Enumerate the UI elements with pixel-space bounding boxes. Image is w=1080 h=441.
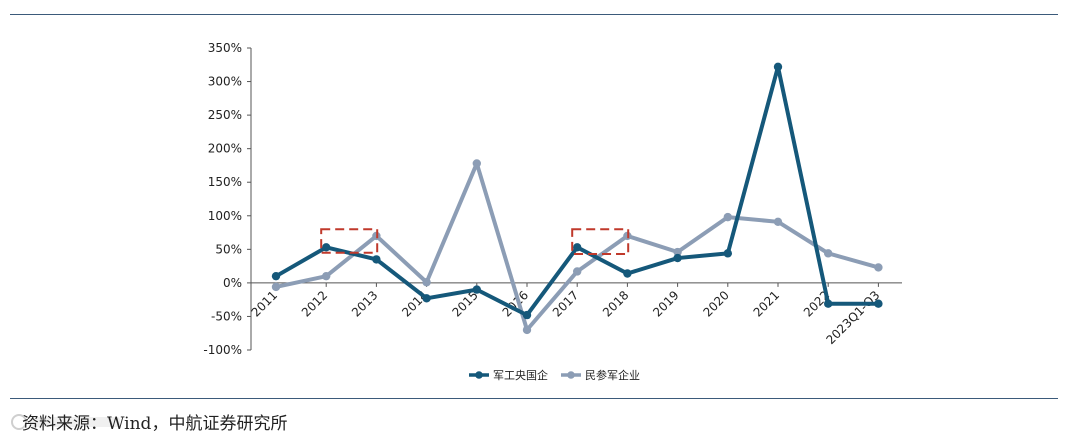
legend-item-1: 民参军企业 [561, 368, 640, 382]
source-note: 资料来源：Wind，中航证券研究所 [22, 414, 288, 434]
x-tick-label: 2012 [299, 288, 330, 319]
y-tick-label: -50% [211, 309, 242, 323]
legend: 军工央国企 民参军企业 [469, 368, 640, 382]
data-point [723, 249, 732, 258]
data-point [271, 282, 281, 292]
y-tick-label: 100% [208, 209, 242, 223]
series-line-0 [274, 64, 881, 318]
y-axis: 350% 300% 250% 200% 150% 100% 50% 0% -50% -100% [203, 41, 252, 357]
x-tick-label: 2011 [249, 288, 280, 319]
data-point [824, 299, 833, 308]
x-tick-label: 2013 [349, 288, 380, 319]
data-point [573, 243, 582, 252]
top-rule [10, 14, 1058, 15]
legend-swatch-marker [475, 371, 483, 379]
legend-swatch-marker [567, 371, 575, 379]
legend-item-0: 军工央国企 [469, 368, 548, 382]
data-point [472, 285, 481, 294]
x-tick-label: 2018 [600, 288, 631, 319]
y-tick-label: 50% [215, 242, 242, 256]
x-tick-label: 2017 [550, 288, 581, 319]
x-tick-label: 2019 [650, 288, 681, 319]
y-tick-label: 300% [208, 75, 242, 89]
y-tick-label: 350% [208, 41, 242, 55]
y-tick-label: 250% [208, 108, 242, 122]
data-point [723, 212, 732, 222]
watermark-logo-icon [11, 414, 120, 430]
data-point [623, 269, 632, 278]
data-point [824, 249, 833, 258]
y-tick-label: -100% [203, 343, 242, 357]
data-point [874, 263, 883, 272]
x-tick-label: 2020 [700, 288, 731, 319]
y-tick-label: 0% [223, 276, 242, 290]
x-tick-label: 2023Q1-Q3 [824, 288, 883, 347]
y-tick-label: 200% [208, 142, 242, 156]
highlight-box-0 [320, 228, 379, 254]
y-tick-label: 150% [208, 175, 242, 189]
data-point [372, 255, 381, 264]
data-point [271, 271, 281, 281]
data-point [472, 159, 481, 168]
data-point [673, 247, 682, 257]
data-point [322, 243, 331, 252]
highlight-box-1 [571, 228, 630, 256]
data-point [522, 310, 532, 320]
legend-label: 民参军企业 [585, 368, 640, 382]
x-tick-label: 2014 [399, 288, 430, 319]
data-point [573, 267, 582, 276]
bottom-rule [10, 398, 1058, 399]
highlight-boxes [320, 228, 630, 256]
data-point [322, 271, 331, 281]
series-area [271, 62, 883, 335]
data-point [773, 62, 783, 71]
series-0 [271, 62, 883, 320]
data-point [874, 299, 883, 308]
x-tick-label: 2021 [751, 288, 782, 319]
data-point [422, 278, 431, 287]
data-point [522, 325, 532, 335]
data-point [673, 253, 682, 263]
line-chart: 350% 300% 250% 200% 150% 100% 50% 0% -50% -100% 2… [203, 41, 902, 382]
data-point [422, 294, 431, 303]
x-axis: 2011 2012 2013 2014 2015 2016 2017 2018 2019 2020… [249, 282, 902, 347]
legend-label: 军工央国企 [493, 368, 548, 382]
data-point [773, 217, 783, 227]
